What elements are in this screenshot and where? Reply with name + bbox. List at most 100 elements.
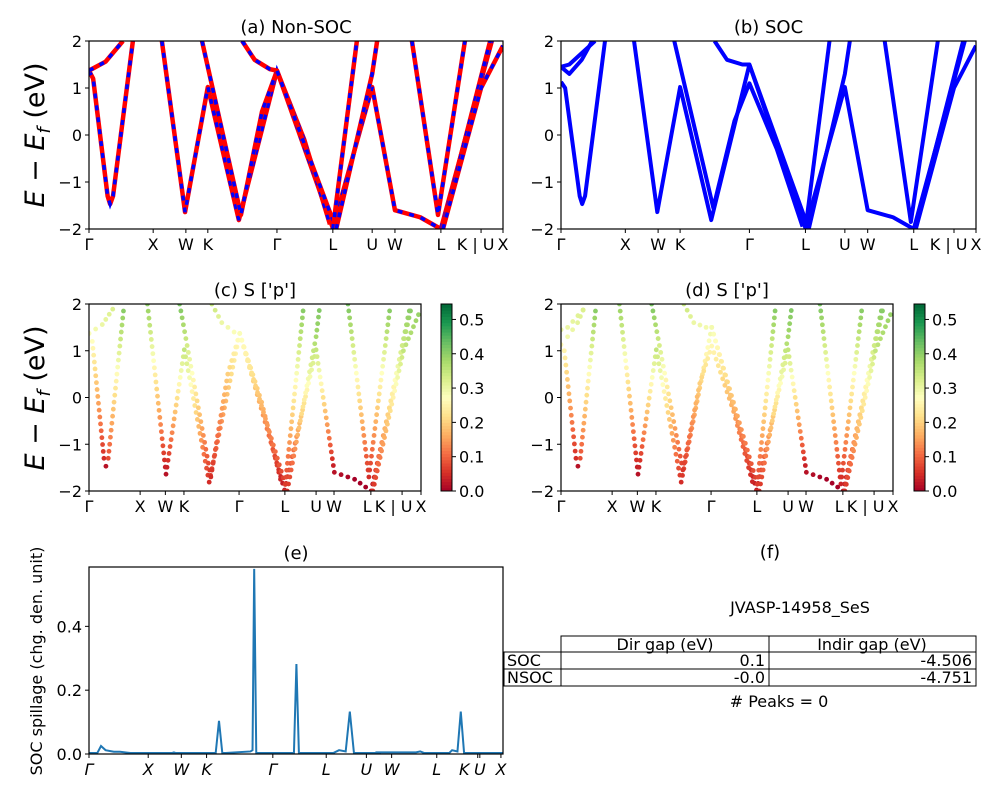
projection-point: [854, 435, 859, 440]
projection-point: [766, 363, 772, 369]
y-tick-label: 2: [544, 32, 554, 51]
projection-point: [385, 322, 391, 328]
colorbar-tick-label: 0.4: [932, 345, 957, 364]
projection-point: [773, 397, 779, 403]
projection-point: [660, 382, 666, 388]
projection-point: [676, 446, 682, 452]
colorbar-segment: [914, 403, 925, 408]
projection-point: [620, 337, 626, 342]
projection-point: [363, 484, 369, 490]
projection-point: [587, 364, 593, 370]
projection-point: [725, 379, 730, 385]
projection-point: [349, 336, 355, 341]
projection-point: [654, 329, 660, 335]
projection-point: [566, 391, 572, 397]
projection-point: [646, 395, 652, 401]
projection-point: [217, 419, 223, 425]
projection-point: [684, 447, 690, 453]
projection-point: [206, 479, 212, 485]
colorbar-segment: [441, 372, 452, 377]
projection-point: [565, 377, 570, 382]
colorbar-segment: [914, 413, 925, 417]
colorbar-segment: [441, 459, 452, 464]
projection-point: [673, 432, 679, 438]
projection-point: [666, 391, 671, 397]
projection-point: [359, 419, 365, 425]
projection-point: [320, 395, 326, 400]
projection-point: [297, 418, 303, 424]
projection-point: [703, 324, 709, 330]
projection-point: [791, 388, 797, 394]
projection-point: [873, 348, 878, 354]
projection-point: [377, 455, 383, 461]
projection-point: [106, 448, 112, 454]
projection-point: [823, 356, 829, 362]
projection-point: [577, 455, 583, 461]
projection-point: [369, 446, 375, 452]
projection-point: [297, 343, 302, 348]
colorbar-tick-label: 0.4: [459, 345, 484, 364]
projection-point: [788, 367, 794, 373]
projection-point: [408, 330, 414, 336]
projection-point: [672, 426, 678, 431]
projection-point: [756, 467, 762, 473]
x-tick-label: W: [384, 760, 401, 779]
projection-point: [301, 400, 307, 406]
projection-point: [406, 308, 412, 314]
projection-point: [691, 320, 697, 326]
projection-point: [221, 392, 227, 398]
projection-point: [577, 314, 583, 319]
projection-point: [187, 356, 193, 362]
y-tick-label: 0.2: [57, 681, 82, 700]
projection-point: [835, 453, 841, 459]
projection-point: [660, 363, 666, 369]
projection-point: [709, 343, 715, 349]
projection-point: [384, 329, 390, 335]
projection-point: [322, 408, 328, 414]
projection-point: [659, 375, 664, 381]
projection-point: [98, 428, 104, 434]
projection-point: [766, 370, 772, 376]
projection-point: [727, 386, 732, 392]
projection-point: [364, 460, 370, 466]
projection-point: [748, 472, 753, 478]
colorbar-segment: [914, 360, 925, 364]
projection-point: [821, 336, 827, 342]
projection-point: [771, 411, 777, 417]
projection-point: [696, 387, 701, 393]
colorbar-tick-label: 0.2: [459, 413, 484, 432]
projection-point: [375, 398, 381, 404]
projection-point: [859, 308, 865, 314]
projection-point: [651, 315, 657, 321]
projection-point: [91, 359, 97, 365]
projection-point: [771, 322, 777, 328]
projection-point: [291, 398, 297, 404]
projection-point: [680, 467, 686, 473]
projection-point: [858, 315, 864, 321]
projection-point: [164, 464, 170, 470]
x-tick-label: U: [310, 497, 322, 516]
projection-point: [317, 374, 323, 380]
gap-table: [503, 635, 977, 687]
projection-point: [854, 350, 860, 355]
colorbar-segment: [914, 319, 925, 324]
projection-point: [115, 364, 121, 370]
projection-point: [179, 361, 185, 367]
x-tick-label: K: [203, 235, 214, 254]
colorbar-segment: [914, 372, 925, 377]
panel-e: (e)0.00.20.4Γ X W K Γ L U W L K U X: [57, 543, 508, 779]
projection-point: [623, 358, 629, 364]
projection-point: [291, 453, 297, 459]
projection-point: [772, 404, 778, 410]
projection-point: [861, 401, 867, 407]
projection-point: [346, 308, 352, 314]
projection-point: [834, 446, 840, 452]
projection-point: [158, 429, 164, 435]
x-tick-label: Γ: [85, 497, 94, 516]
colorbar-segment: [441, 450, 452, 455]
projection-point: [759, 474, 765, 480]
ylabel-main: E − E: [20, 397, 51, 471]
projection-point: [850, 384, 855, 390]
projection-point: [110, 413, 116, 419]
projection-point: [178, 368, 184, 373]
